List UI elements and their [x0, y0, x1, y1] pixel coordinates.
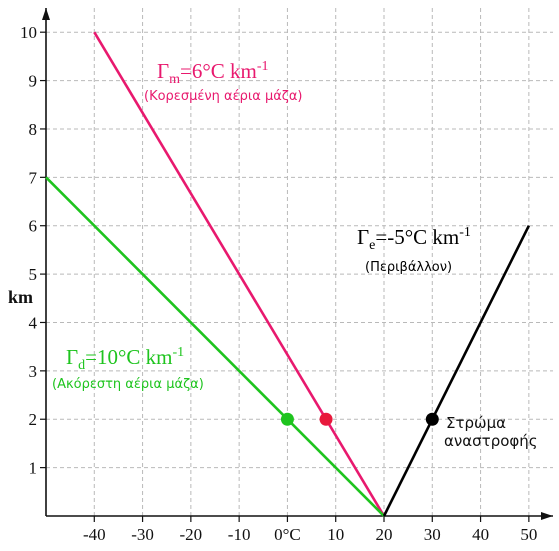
- series-lines: [45, 31, 531, 517]
- marker-dry: [280, 412, 294, 426]
- y-tick-label: 3: [29, 362, 38, 381]
- series-line-dry: [45, 176, 385, 517]
- markers: [280, 412, 439, 426]
- y-tick-label: 10: [20, 23, 37, 42]
- y-tick-label: 2: [29, 410, 38, 429]
- x-tick-label: -10: [228, 525, 251, 544]
- x-tick-label: -20: [180, 525, 203, 544]
- series-label-dry: Γd=10°C km-1: [66, 345, 184, 373]
- marker-moist: [319, 412, 333, 426]
- annotation-line1: Στρώμα: [446, 414, 506, 432]
- series-label-moist: Γm=6°C km-1: [157, 59, 269, 87]
- x-tick-label: 10: [327, 525, 344, 544]
- y-tick-label: 4: [29, 313, 38, 332]
- y-tick-label: 5: [29, 265, 38, 284]
- series-line-moist: [93, 31, 386, 517]
- series-label-env: Γe=-5°C km-1: [357, 225, 471, 253]
- x-tick-label: -30: [131, 525, 154, 544]
- series-line-env: [382, 225, 531, 517]
- y-axis-arrow: [42, 8, 50, 20]
- annotation-line2: αναστροφής: [444, 432, 538, 450]
- x-tick-label: 30: [424, 525, 441, 544]
- y-tick-label: 8: [29, 120, 38, 139]
- x-tick-label: 50: [520, 525, 537, 544]
- grid: [46, 8, 553, 516]
- y-tick-label: 9: [29, 72, 38, 91]
- x-axis-arrow: [541, 512, 553, 520]
- x-tick-label: 40: [472, 525, 489, 544]
- y-tick-label: 7: [29, 168, 38, 187]
- x-tick-label: 20: [376, 525, 393, 544]
- y-tick-label: 1: [29, 459, 38, 478]
- y-tick-label: 6: [29, 217, 38, 236]
- x-tick-label: -40: [83, 525, 106, 544]
- series-note-dry: (Ακόρεστη αέρια μάζα): [52, 377, 204, 392]
- marker-env: [425, 412, 439, 426]
- series-note-moist: (Κορεσμένη αέρια μάζα): [144, 89, 303, 104]
- tick-labels: -40 -30 -20 -10 0°C 10 20 30 40 50 1 2 3 4 5 6 7 8 9 10: [20, 23, 537, 544]
- y-axis-label: km: [8, 287, 33, 307]
- x-tick-label: 0°C: [274, 525, 301, 544]
- series-note-env: (Περιβάλλον): [365, 260, 452, 275]
- axes: [40, 8, 553, 522]
